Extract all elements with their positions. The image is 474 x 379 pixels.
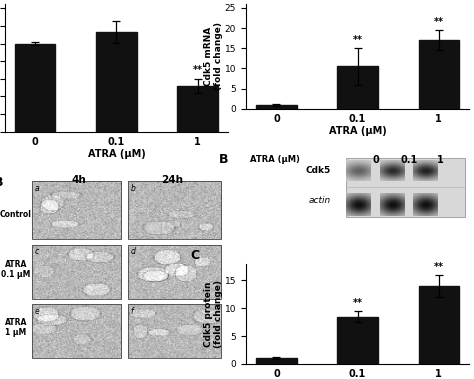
Bar xyxy=(419,40,459,109)
Text: f: f xyxy=(130,307,133,316)
Y-axis label: Cdk5 mRNA
(fold change): Cdk5 mRNA (fold change) xyxy=(204,22,223,90)
Text: ATRA
0.1 μM: ATRA 0.1 μM xyxy=(1,260,31,279)
Text: **: ** xyxy=(192,65,202,75)
Text: B: B xyxy=(0,175,3,189)
Text: **: ** xyxy=(353,298,363,308)
X-axis label: ATRA (μM): ATRA (μM) xyxy=(88,149,145,160)
Text: e: e xyxy=(34,307,39,316)
Y-axis label: Cdk5 protein
(fold change): Cdk5 protein (fold change) xyxy=(204,280,223,348)
Text: 24h: 24h xyxy=(161,175,183,185)
Text: **: ** xyxy=(434,17,444,27)
Text: d: d xyxy=(130,247,135,256)
X-axis label: ATRA (μM): ATRA (μM) xyxy=(329,127,386,136)
Text: Cdk5: Cdk5 xyxy=(306,166,331,175)
Text: actin: actin xyxy=(309,196,331,205)
Bar xyxy=(419,286,459,364)
Text: B: B xyxy=(219,152,228,166)
Text: ATRA
1 μM: ATRA 1 μM xyxy=(5,318,27,337)
Text: b: b xyxy=(130,184,135,193)
Text: A: A xyxy=(190,0,200,2)
Bar xyxy=(32,304,121,358)
Bar xyxy=(337,316,378,364)
Bar xyxy=(32,245,121,299)
Bar xyxy=(256,105,297,109)
Text: Control: Control xyxy=(0,210,32,219)
Text: ATRA (μM): ATRA (μM) xyxy=(250,155,300,164)
Bar xyxy=(32,182,121,239)
Bar xyxy=(256,358,297,364)
Text: 4h: 4h xyxy=(71,175,86,185)
Bar xyxy=(177,86,218,132)
Bar xyxy=(128,182,221,239)
Text: 0: 0 xyxy=(372,155,379,165)
Text: 1: 1 xyxy=(437,155,444,165)
Text: **: ** xyxy=(353,35,363,45)
Bar xyxy=(337,66,378,109)
Text: a: a xyxy=(34,184,39,193)
Text: c: c xyxy=(34,247,38,256)
Bar xyxy=(346,158,465,217)
Bar xyxy=(96,32,137,132)
Text: C: C xyxy=(190,249,199,262)
Bar xyxy=(15,44,55,132)
Text: 0.1: 0.1 xyxy=(401,155,418,165)
Bar xyxy=(128,245,221,299)
Text: **: ** xyxy=(434,262,444,272)
Bar xyxy=(128,304,221,358)
